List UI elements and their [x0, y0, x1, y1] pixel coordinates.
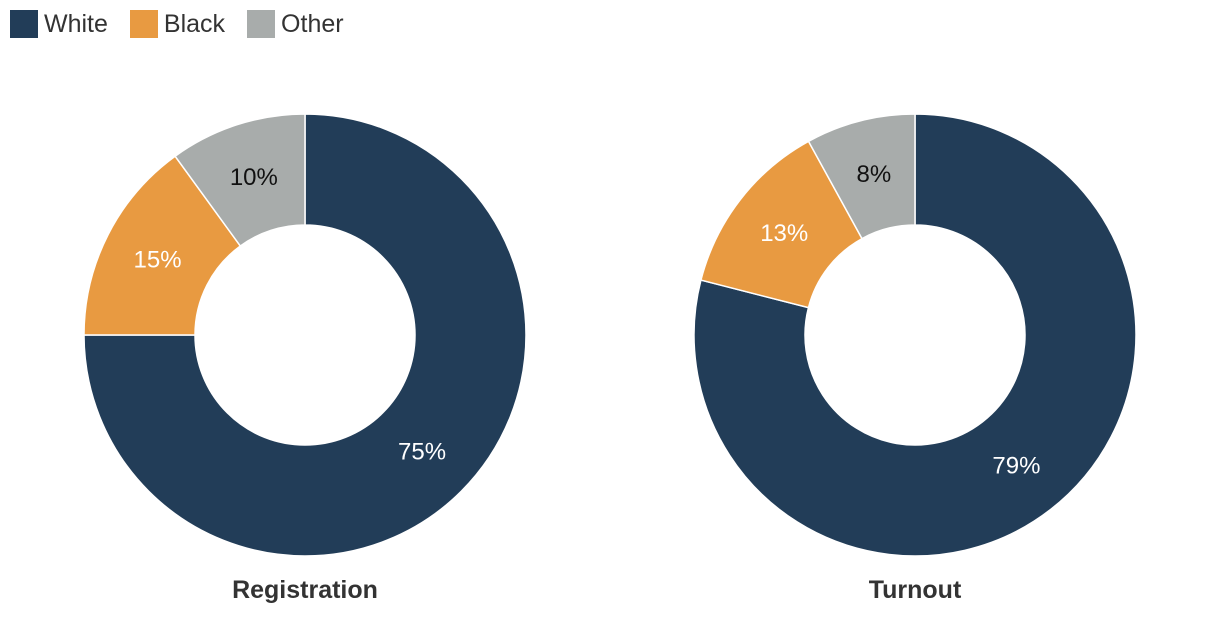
registration-label-black: 15% [134, 246, 182, 273]
turnout-label-black: 13% [760, 220, 808, 247]
legend: White Black Other [10, 10, 366, 38]
legend-swatch-black [129, 10, 158, 38]
turnout-slice-white [693, 113, 1137, 557]
turnout-label-white: 79% [992, 452, 1040, 479]
registration-slice-white [83, 113, 527, 557]
legend-swatch-white [10, 10, 38, 38]
registration-title: Registration [232, 576, 378, 604]
registration-slice-black [83, 155, 242, 336]
legend-label-other: Other [281, 10, 344, 38]
registration-label-other: 10% [230, 164, 278, 191]
legend-label-white: White [44, 10, 108, 38]
turnout-title: Turnout [869, 576, 962, 604]
legend-item-other: Other [247, 10, 344, 38]
turnout-donut: 79% 13% 8% Turnout [693, 113, 1137, 604]
registration-donut: 75% 15% 10% Registration [83, 113, 527, 604]
legend-label-black: Black [163, 10, 226, 38]
turnout-label-other: 8% [856, 161, 891, 188]
turnout-slice-other [807, 113, 916, 240]
legend-item-black: Black [129, 10, 226, 38]
legend-item-white: White [10, 10, 108, 38]
legend-swatch-other [247, 10, 276, 38]
registration-label-white: 75% [398, 439, 446, 466]
registration-slice-other [174, 113, 306, 248]
